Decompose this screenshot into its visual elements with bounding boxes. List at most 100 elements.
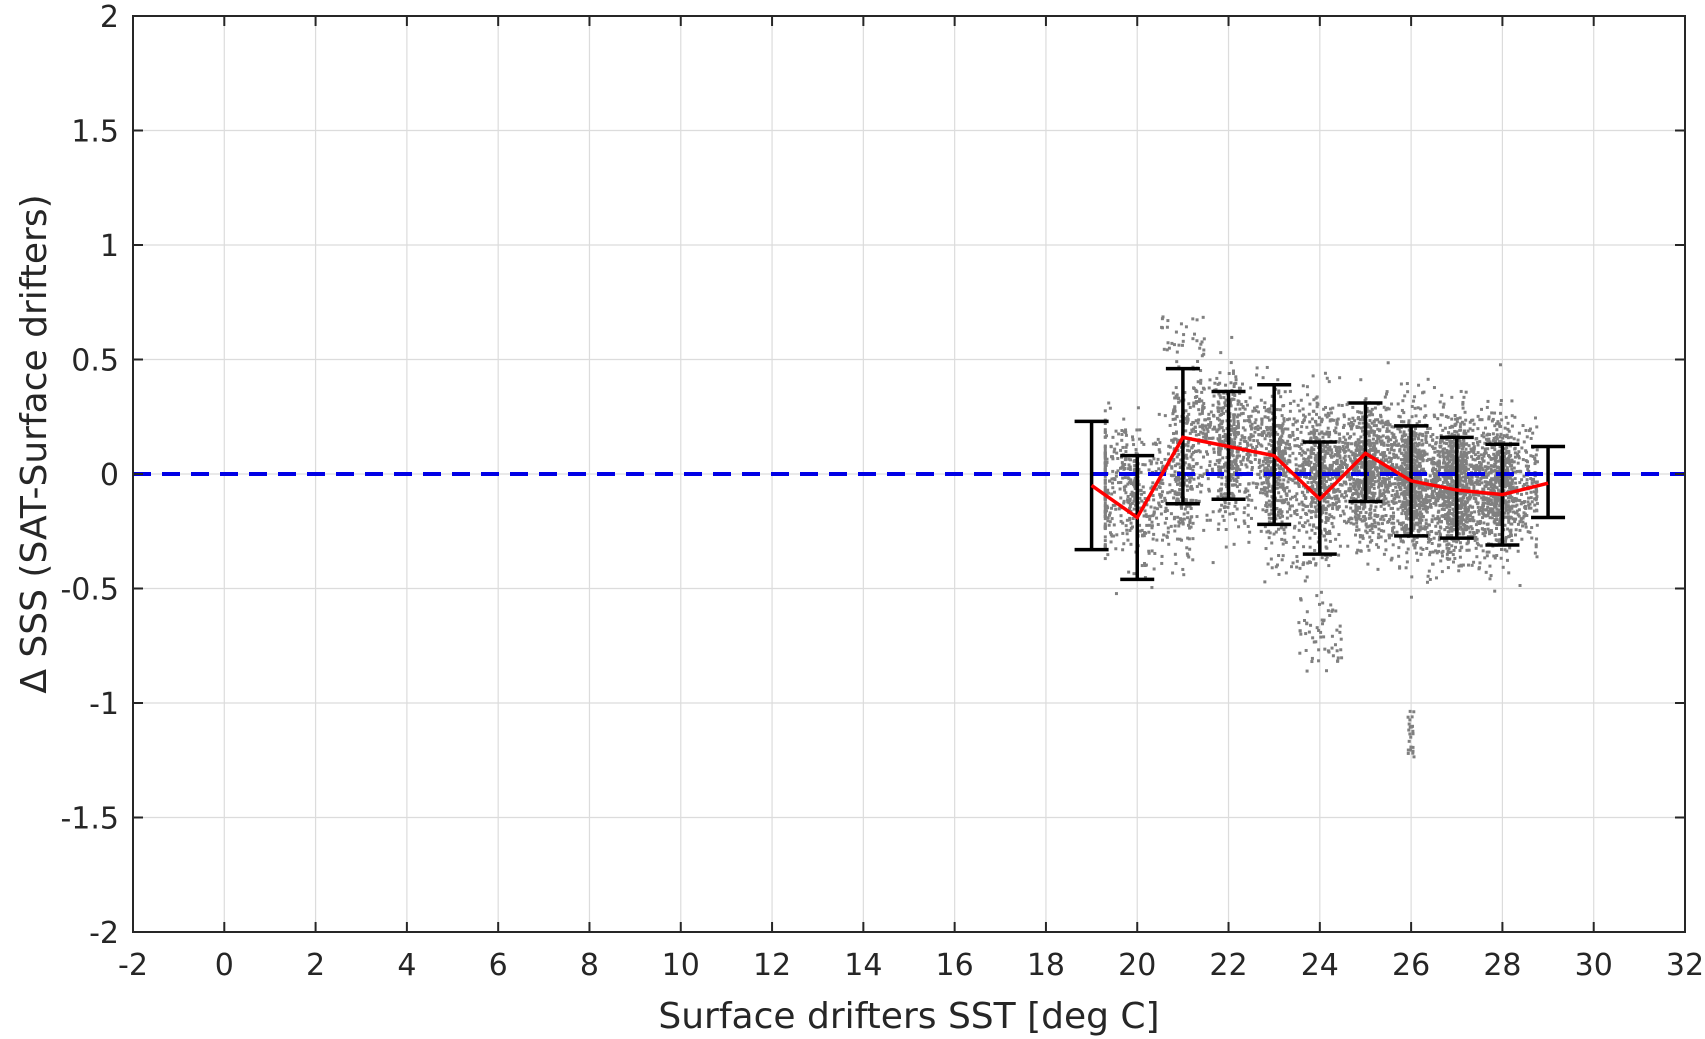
scatter-point	[1366, 495, 1370, 499]
scatter-point	[1309, 561, 1313, 565]
scatter-point	[1429, 504, 1433, 508]
scatter-point	[1103, 461, 1107, 465]
scatter-point	[1108, 531, 1112, 535]
scatter-point	[1284, 497, 1288, 501]
scatter-point	[1486, 527, 1490, 531]
scatter-point	[1334, 474, 1338, 478]
scatter-point	[1192, 421, 1196, 425]
scatter-point	[1461, 496, 1465, 500]
scatter-point	[1425, 546, 1429, 550]
scatter-point	[1454, 422, 1458, 426]
scatter-point	[1447, 530, 1451, 534]
scatter-point	[1424, 478, 1428, 482]
scatter-point	[1274, 480, 1278, 484]
scatter-point	[1505, 476, 1509, 480]
scatter-point	[1391, 435, 1395, 439]
scatter-point	[1436, 510, 1440, 514]
scatter-point	[1323, 528, 1327, 532]
scatter-point	[1209, 421, 1213, 425]
scatter-point	[1197, 500, 1201, 504]
scatter-point	[1246, 455, 1250, 459]
scatter-point	[1331, 406, 1335, 410]
scatter-point	[1331, 525, 1335, 529]
scatter-point	[1128, 516, 1132, 520]
scatter-point	[1445, 451, 1449, 455]
scatter-point	[1302, 468, 1306, 472]
scatter-point	[1280, 414, 1284, 418]
scatter-point	[1186, 511, 1190, 515]
scatter-point	[1333, 453, 1337, 457]
scatter-point	[1467, 548, 1471, 552]
scatter-point	[1439, 444, 1443, 448]
scatter-point	[1483, 449, 1487, 453]
scatter-point	[1414, 484, 1418, 488]
scatter-point	[1125, 528, 1129, 532]
scatter-point	[1285, 462, 1289, 466]
scatter-point	[1466, 509, 1470, 513]
scatter-point	[1355, 525, 1359, 529]
scatter-point	[1117, 432, 1121, 436]
scatter-point	[1192, 464, 1196, 468]
scatter-point	[1433, 474, 1437, 478]
scatter-point	[1218, 426, 1222, 430]
scatter-point	[1411, 484, 1415, 488]
scatter-point	[1279, 456, 1283, 460]
scatter-point	[1262, 468, 1266, 472]
scatter-point	[1119, 514, 1123, 518]
scatter-point	[1300, 453, 1304, 457]
scatter-point	[1379, 535, 1383, 539]
scatter-point	[1126, 494, 1130, 498]
scatter-point	[1477, 512, 1481, 516]
scatter-point	[1439, 533, 1443, 537]
scatter-point	[1142, 491, 1146, 495]
scatter-point	[1405, 499, 1409, 503]
scatter-point	[1147, 551, 1151, 555]
scatter-point	[1280, 558, 1284, 562]
scatter-point	[1435, 551, 1439, 555]
scatter-point	[1490, 477, 1494, 481]
scatter-point	[1452, 508, 1456, 512]
scatter-point	[1247, 415, 1251, 419]
scatter-point	[1323, 508, 1327, 512]
scatter-point	[1293, 438, 1297, 442]
scatter-point	[1355, 528, 1359, 532]
scatter-point	[1328, 407, 1332, 411]
scatter-point	[1270, 541, 1274, 545]
scatter-point	[1410, 415, 1414, 419]
scatter-point	[1465, 548, 1469, 552]
scatter-point	[1287, 477, 1291, 481]
scatter-point	[1267, 512, 1271, 516]
scatter-point	[1465, 456, 1469, 460]
scatter-point	[1368, 535, 1372, 539]
scatter-point	[1386, 460, 1390, 464]
scatter-point	[1133, 484, 1137, 488]
scatter-point	[1467, 467, 1471, 471]
scatter-point	[1473, 510, 1477, 514]
scatter-point	[1229, 381, 1233, 385]
scatter-point	[1404, 486, 1408, 490]
scatter-point	[1160, 561, 1164, 565]
scatter-point	[1415, 467, 1419, 471]
scatter-point	[1208, 423, 1212, 427]
scatter-point	[1445, 534, 1449, 538]
scatter-point	[1103, 501, 1107, 505]
scatter-point	[1197, 482, 1201, 486]
scatter-point	[1207, 417, 1211, 421]
scatter-point	[1254, 506, 1258, 510]
scatter-point	[1149, 505, 1153, 509]
scatter-point	[1202, 435, 1206, 439]
scatter-point	[1188, 477, 1192, 481]
scatter-point	[1390, 482, 1394, 486]
scatter-point	[1344, 490, 1348, 494]
scatter-point	[1438, 423, 1442, 427]
scatter-point	[1507, 449, 1511, 453]
scatter-point	[1371, 497, 1375, 501]
scatter-point	[1371, 459, 1375, 463]
scatter-point	[1419, 500, 1423, 504]
scatter-point	[1202, 528, 1206, 532]
scatter-point	[1189, 455, 1193, 459]
scatter-point	[1328, 468, 1332, 472]
scatter-point	[1294, 420, 1298, 424]
scatter-point	[1313, 548, 1317, 552]
scatter-point	[1337, 432, 1341, 436]
